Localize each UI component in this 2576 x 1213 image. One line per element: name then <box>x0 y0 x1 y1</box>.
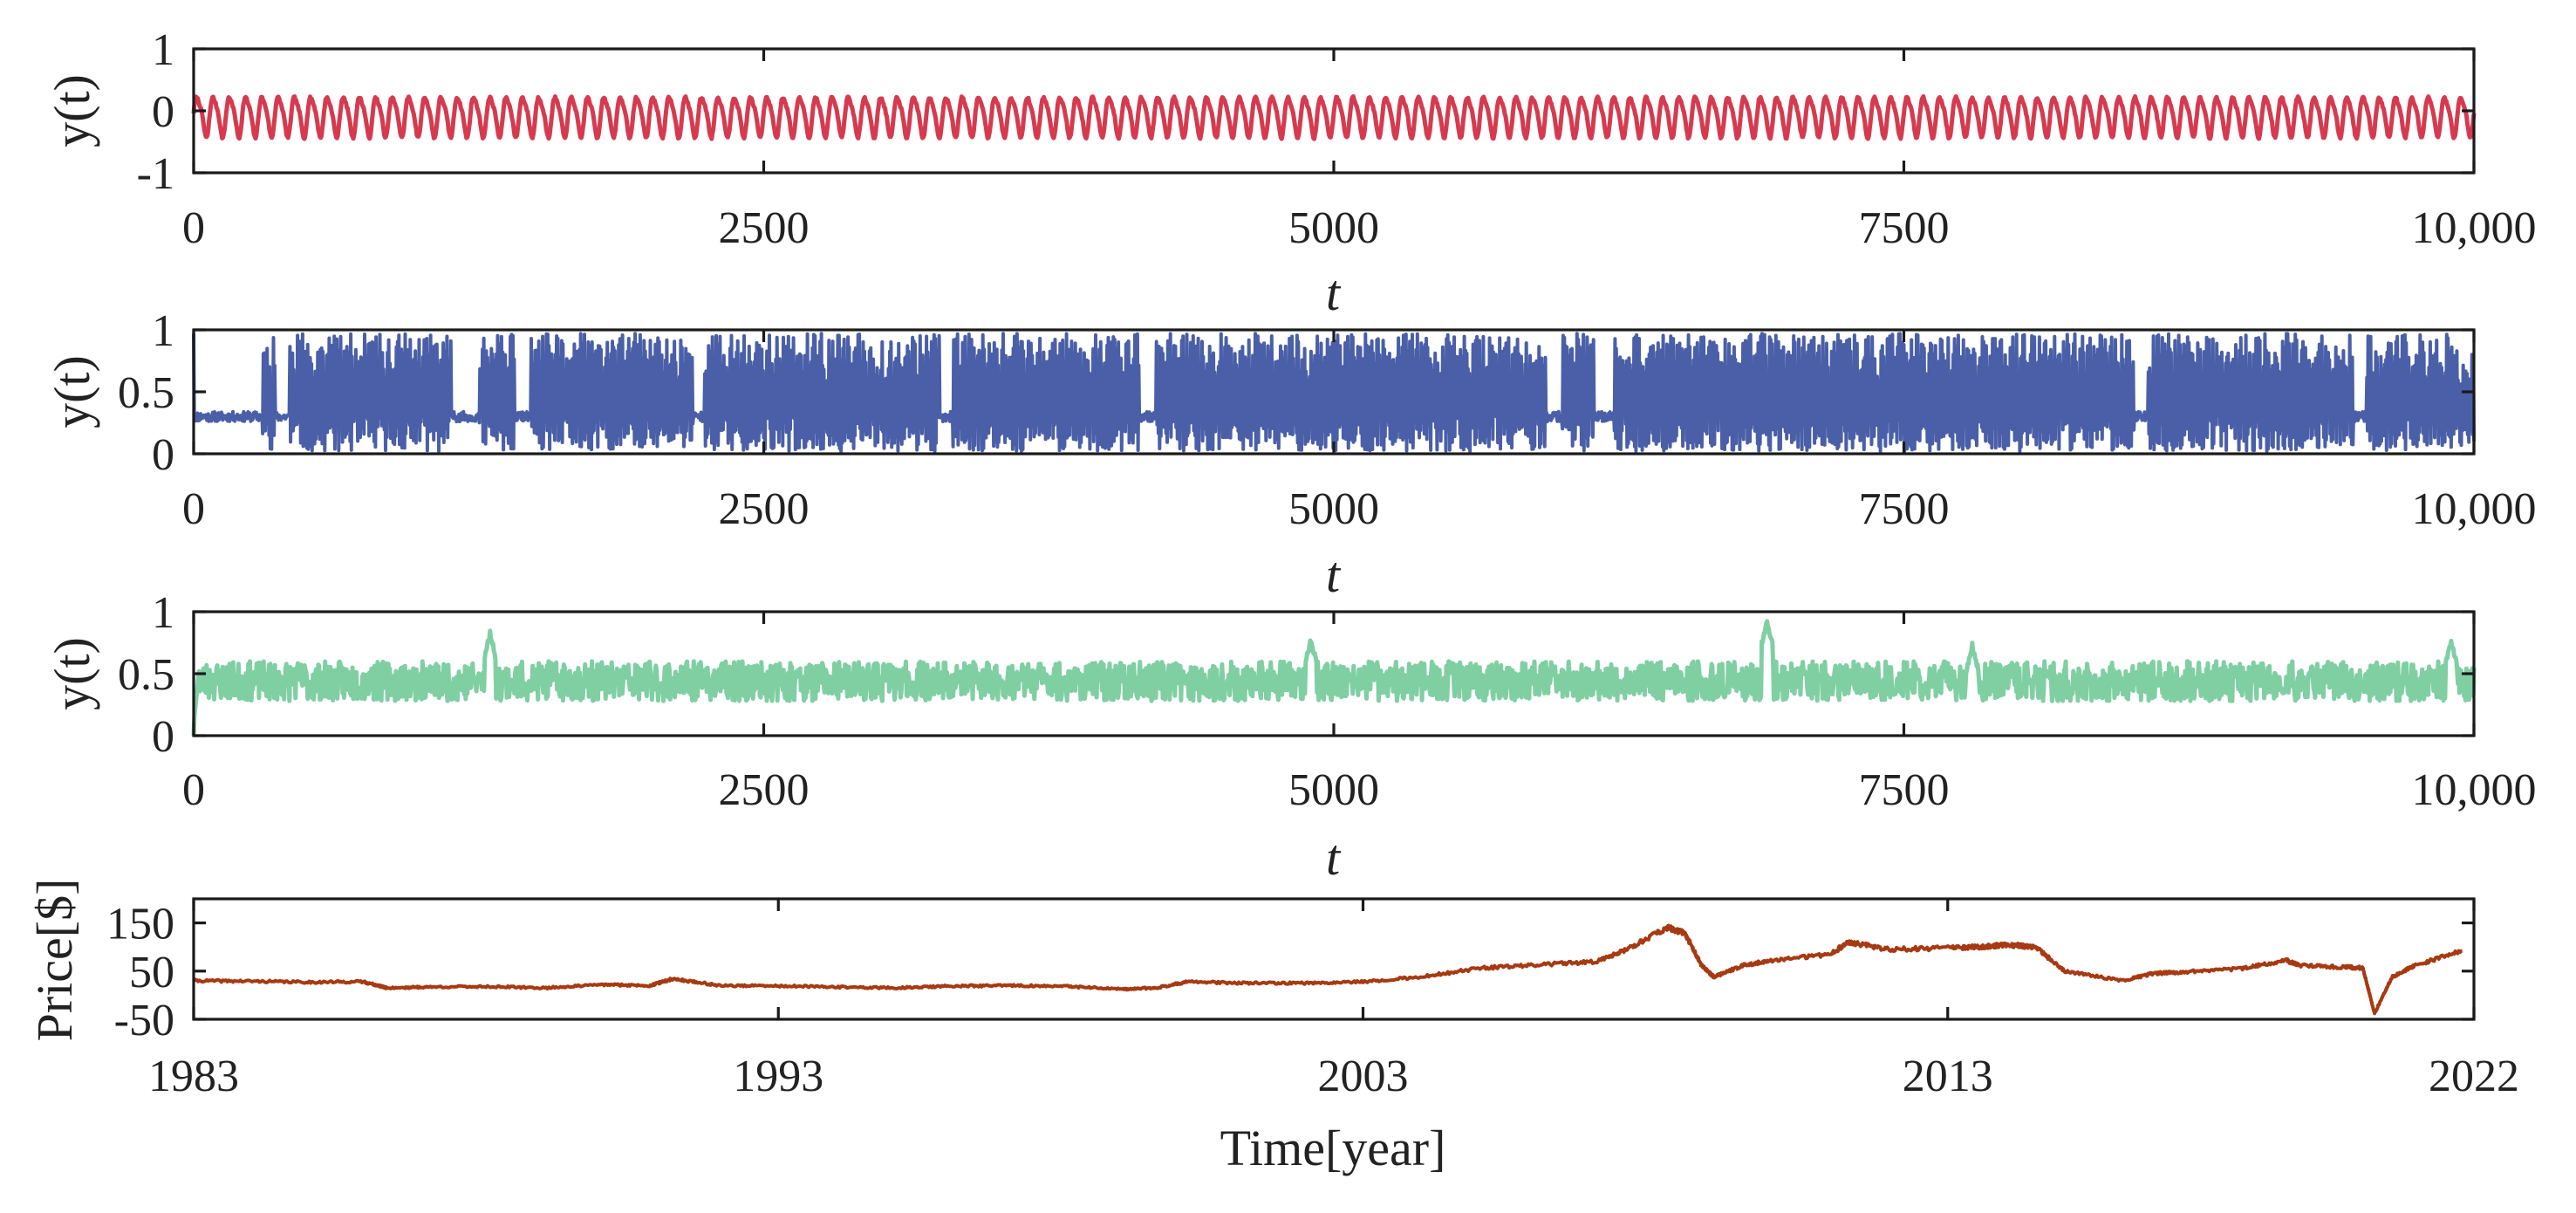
x-tick-label: 5000 <box>1288 203 1379 253</box>
x-tick-label: 1993 <box>733 1052 823 1101</box>
y-tick-label: 1 <box>152 588 174 638</box>
y-tick-label: 1 <box>152 306 174 356</box>
panel-1-ticks: 0 2500 5000 7500 10,000-101 <box>137 25 2537 253</box>
x-tick-label: 2022 <box>2429 1052 2519 1101</box>
x-tick-label: 2500 <box>719 484 810 534</box>
panel-2-ticks: 0 2500 5000 7500 10,000 0 0.5 1 <box>118 306 2537 534</box>
panel-3: y(t) 0 2500 5000 7500 10,000 0 0.5 1 t <box>44 588 2537 886</box>
x-tick-label: 5000 <box>1288 765 1379 815</box>
panel-2: y(t) 0 2500 5000 7500 10,000 0 0.5 1 t <box>44 306 2537 603</box>
series-line-stochastic <box>191 619 2477 737</box>
x-tick-label: 5000 <box>1288 484 1379 534</box>
panel-3-ylabel: y(t) <box>44 637 100 710</box>
x-tick-label: 2500 <box>719 765 810 815</box>
y-tick-label: 0 <box>152 87 174 137</box>
x-tick-label: 10,000 <box>2412 484 2537 534</box>
panel-1-xlabel: t <box>1326 264 1342 321</box>
panel-1-plot-area <box>191 94 2477 141</box>
y-tick-label: 0.5 <box>118 650 174 700</box>
panel-2-ylabel: y(t) <box>44 355 100 428</box>
panel-4-xlabel: Time[year] <box>1220 1120 1446 1176</box>
x-tick-label: 2013 <box>1903 1052 1993 1101</box>
x-tick-label: 7500 <box>1859 203 1950 253</box>
x-tick-label: 0 <box>182 484 205 534</box>
panel-4-frame <box>192 897 2476 1021</box>
y-tick-label: 150 <box>106 900 174 949</box>
panel-3-ticks: 0 2500 5000 7500 10,000 0 0.5 1 <box>118 588 2537 815</box>
panel-2-plot-area <box>192 332 2476 454</box>
x-tick-label: 10,000 <box>2412 203 2537 253</box>
x-tick-label: 10,000 <box>2412 765 2537 815</box>
panel-4-plot-area <box>192 923 2463 1016</box>
x-tick-label: 0 <box>182 203 205 253</box>
x-tick-label: 2003 <box>1318 1052 1409 1101</box>
panel-3-xlabel: t <box>1326 829 1342 886</box>
series-line-chaotic <box>192 332 2476 454</box>
panel-1: y(t) 0 2500 5000 7500 10,000-101 t <box>44 25 2537 321</box>
panel-2-xlabel: t <box>1326 546 1342 603</box>
panel-4-ylabel: Price[$] <box>26 879 83 1042</box>
panel-3-plot-area <box>191 619 2477 737</box>
x-tick-label: 1983 <box>148 1052 239 1101</box>
series-line-price <box>192 923 2463 1016</box>
y-tick-label: -50 <box>114 996 174 1045</box>
y-tick-label: 1 <box>152 25 174 75</box>
series-line-periodic <box>191 94 2477 141</box>
x-tick-label: 2500 <box>719 203 810 253</box>
panel-1-ylabel: y(t) <box>44 74 100 147</box>
y-tick-label: 0 <box>152 712 174 762</box>
x-tick-label: 7500 <box>1859 484 1950 534</box>
y-tick-label: 50 <box>129 948 174 997</box>
x-tick-label: 7500 <box>1859 765 1950 815</box>
y-tick-label: -1 <box>137 149 174 199</box>
y-tick-label: 0 <box>152 430 174 480</box>
y-tick-label: 0.5 <box>118 368 174 418</box>
x-tick-label: 0 <box>182 765 205 815</box>
